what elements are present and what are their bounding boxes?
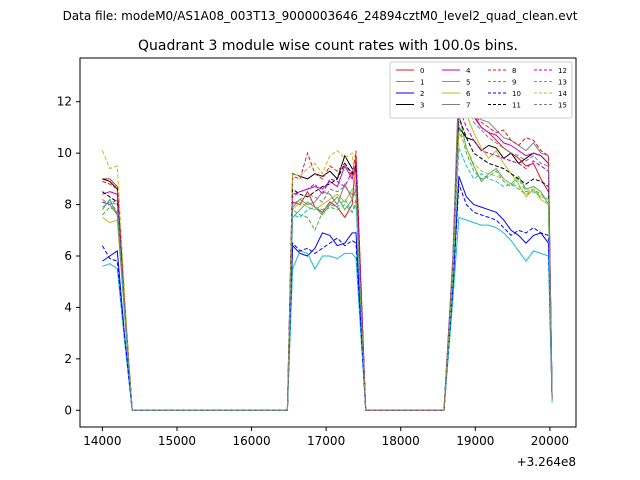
legend-label-13: 13 xyxy=(558,79,567,87)
legend-label-3: 3 xyxy=(420,102,424,110)
legend-label-6: 6 xyxy=(466,90,471,98)
series-line-14 xyxy=(101,132,553,411)
y-tick-label: 6 xyxy=(64,249,72,263)
series-line-13 xyxy=(102,147,553,411)
legend-label-8: 8 xyxy=(512,67,516,75)
legend-label-2: 2 xyxy=(420,90,424,98)
series-line-7 xyxy=(102,75,553,411)
series-line-15 xyxy=(102,89,553,411)
x-tick-label: 16000 xyxy=(232,434,270,448)
legend-label-15: 15 xyxy=(558,102,567,110)
legend-label-4: 4 xyxy=(466,67,471,75)
axes-frame xyxy=(79,57,577,428)
x-tick-label: 14000 xyxy=(83,434,121,448)
y-tick-label: 0 xyxy=(64,403,72,417)
series-line-6 xyxy=(102,80,553,411)
y-tick-label: 4 xyxy=(64,300,72,314)
legend-label-12: 12 xyxy=(558,67,567,75)
series-line-4 xyxy=(102,86,553,411)
figure-suptitle: Data file: modeM0/AS1A08_003T13_90000036… xyxy=(63,9,578,23)
legend-label-11: 11 xyxy=(512,102,521,110)
x-axis: 14000 15000 16000 17000 18000 19000 20000 xyxy=(83,427,569,448)
legend-label-9: 9 xyxy=(512,79,516,87)
x-tick-label: 20000 xyxy=(531,434,569,448)
plot-area xyxy=(101,75,553,411)
y-tick-label: 12 xyxy=(57,95,72,109)
y-tick-label: 10 xyxy=(57,146,72,160)
legend-label-0: 0 xyxy=(420,67,424,75)
legend-label-7: 7 xyxy=(466,102,470,110)
x-tick-label: 19000 xyxy=(456,434,494,448)
y-tick-label: 2 xyxy=(64,352,72,366)
legend-label-14: 14 xyxy=(558,90,567,98)
y-axis: 0 2 4 6 8 10 12 xyxy=(57,95,80,417)
legend-box xyxy=(389,61,573,119)
legend-label-5: 5 xyxy=(466,79,470,87)
series-line-2 xyxy=(102,176,553,411)
series-line-1 xyxy=(101,114,553,411)
y-tick-label: 8 xyxy=(64,198,72,212)
legend-label-1: 1 xyxy=(420,79,424,87)
x-tick-label: 15000 xyxy=(158,434,196,448)
x-offset-label: +3.264e8 xyxy=(517,455,576,469)
series-line-5 xyxy=(102,216,553,411)
series-line-10 xyxy=(101,183,553,411)
x-tick-label: 17000 xyxy=(307,434,345,448)
legend-label-10: 10 xyxy=(512,90,521,98)
chart-title: Quadrant 3 module wise count rates with … xyxy=(138,38,518,54)
x-tick-label: 18000 xyxy=(382,434,420,448)
series-line-9 xyxy=(102,124,553,411)
